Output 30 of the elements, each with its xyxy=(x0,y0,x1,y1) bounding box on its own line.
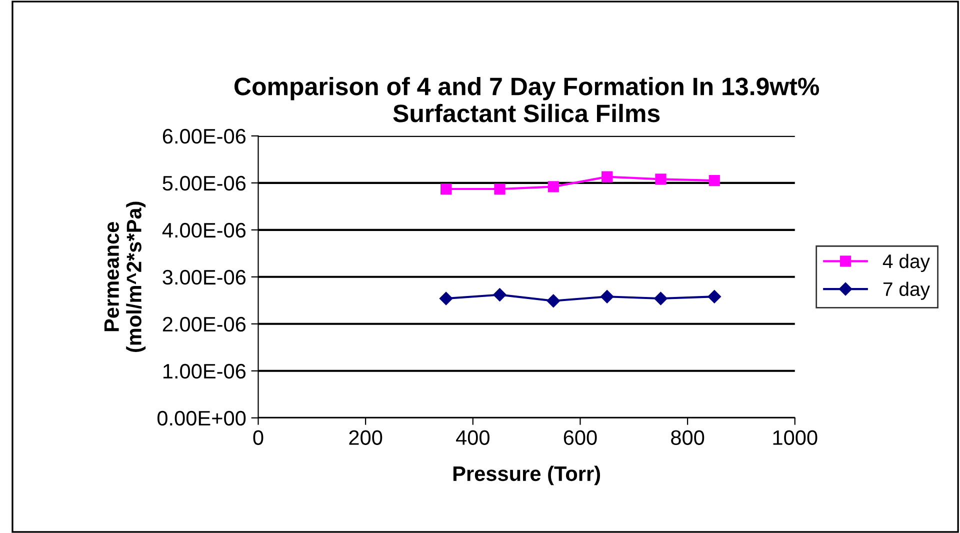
point xyxy=(600,290,614,304)
y-tick-label: 3.00E-06 xyxy=(162,270,246,285)
x-tick-label: 400 xyxy=(456,430,490,445)
x-tick-label: 200 xyxy=(349,430,382,445)
x-tick-label: 600 xyxy=(564,430,597,445)
point xyxy=(546,294,560,308)
point xyxy=(548,181,559,192)
y-axis-title: Permeance (mol/m^2*s*Pa) xyxy=(104,202,146,352)
point xyxy=(708,175,720,186)
y-tick-label: 0.00E+00 xyxy=(157,410,246,426)
legend-label: 7 day xyxy=(883,282,930,300)
point xyxy=(655,174,666,185)
y-tick-label: 6.00E-06 xyxy=(162,128,246,144)
x-tick-label: 800 xyxy=(671,430,704,445)
point xyxy=(493,288,506,302)
point xyxy=(708,290,721,304)
y-tick-label: 4.00E-06 xyxy=(162,222,246,238)
legend-label: 4 day xyxy=(882,254,930,272)
x-axis-title: Pressure (Torr) xyxy=(453,466,600,486)
point xyxy=(440,183,452,195)
y-tick-label: 5.00E-06 xyxy=(162,176,246,191)
y-tick-label: 1.00E-06 xyxy=(163,364,246,379)
x-tick-label: 0 xyxy=(253,430,264,445)
point xyxy=(654,292,668,306)
point xyxy=(602,171,613,182)
point xyxy=(494,183,506,195)
y-tick-label: 2.00E-06 xyxy=(162,316,246,332)
chart-title: Comparison of 4 and 7 Day Formation In 13.9wt% Surfactant Silica Films xyxy=(234,76,820,122)
x-tick-label: 1000 xyxy=(773,430,818,445)
point xyxy=(439,292,453,306)
